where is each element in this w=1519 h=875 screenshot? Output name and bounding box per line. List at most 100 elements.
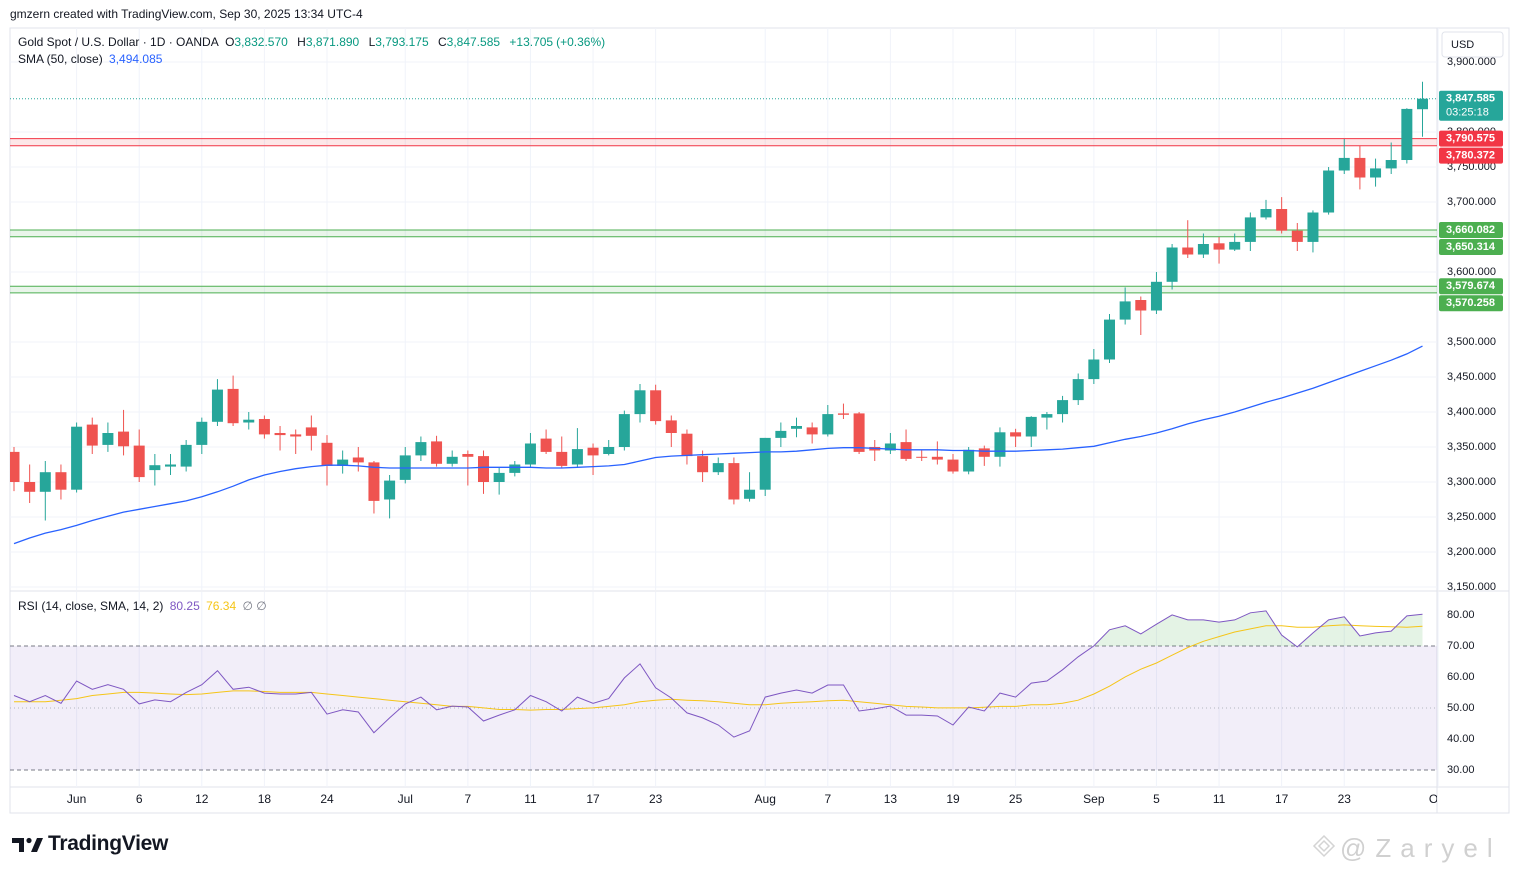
candle-body — [665, 420, 677, 433]
y-tick-label: 3,750.000 — [1447, 161, 1496, 173]
candle-body — [837, 413, 849, 415]
candle-body — [384, 480, 396, 500]
x-tick-label: 19 — [946, 792, 960, 806]
price-tag-label: 3,847.585 — [1446, 93, 1495, 105]
watermark-icon — [1312, 834, 1336, 858]
candle-body — [337, 459, 349, 466]
ohlc-value: 3,871.890 — [305, 35, 360, 49]
candle-body — [39, 472, 51, 492]
candle-body — [540, 438, 552, 452]
candle-body — [368, 462, 380, 501]
candle-body — [728, 463, 740, 500]
price-tag — [1439, 295, 1503, 312]
price-tag-label: 3,780.372 — [1446, 150, 1495, 162]
x-tick-label: Jun — [67, 792, 86, 806]
candle-body — [165, 464, 176, 467]
candle-body — [211, 389, 223, 422]
candle-body — [571, 449, 583, 465]
x-tick-label: 13 — [884, 792, 898, 806]
rsi-name[interactable]: RSI (14, close, SMA, 14, 2) — [18, 599, 164, 613]
candle-body — [853, 413, 865, 452]
candle-body — [180, 444, 192, 467]
rsi-na: ∅ ∅ — [242, 599, 267, 613]
zone-fill — [10, 286, 1437, 293]
candle-body — [478, 456, 489, 482]
price-tag — [1439, 147, 1503, 164]
x-tick-label: 6 — [136, 792, 143, 806]
candle-body — [947, 459, 959, 472]
candle-body — [1229, 241, 1241, 250]
price-tag-label: 3,650.314 — [1446, 241, 1496, 253]
candle-body — [1135, 300, 1147, 311]
candle-body — [352, 457, 364, 463]
price-tag-label: 3,790.575 — [1446, 133, 1495, 145]
sma-legend: SMA (50, close) 3,494.085 — [18, 52, 165, 66]
rsi-value: 80.25 — [169, 599, 200, 613]
candle-body — [1276, 209, 1288, 231]
candle-body — [759, 437, 771, 490]
currency-box[interactable] — [1441, 31, 1504, 58]
candle-body — [1166, 247, 1178, 282]
x-tick-label: 23 — [1338, 792, 1352, 806]
candle-body — [149, 465, 161, 471]
candle-body — [1385, 160, 1397, 169]
symbol[interactable]: Gold Spot / U.S. Dollar · 1D · OANDA — [18, 35, 219, 49]
candle-body — [524, 443, 536, 465]
x-tick-label: 25 — [1009, 792, 1023, 806]
price-tag — [1439, 130, 1503, 147]
candle-body — [1150, 281, 1162, 311]
candle-body — [227, 388, 239, 424]
ohlc-value: 3,847.585 — [446, 35, 501, 49]
rsi-line — [13, 610, 1423, 738]
candle-body — [900, 442, 912, 459]
candle-body — [1182, 247, 1194, 255]
x-tick-label: 17 — [1275, 792, 1289, 806]
zone-fill — [10, 138, 1437, 146]
price-tag — [1439, 238, 1503, 255]
y-tick-label: 3,400.000 — [1447, 406, 1496, 418]
candle-body — [556, 451, 568, 466]
zone-fill — [10, 229, 1437, 237]
candle-body — [102, 432, 114, 445]
sma-name[interactable]: SMA (50, close) — [18, 52, 103, 66]
candle-body — [822, 414, 834, 435]
candle-body — [1260, 209, 1272, 218]
x-tick-label: 23 — [649, 792, 663, 806]
candle-body — [1057, 400, 1069, 415]
candle-body — [1354, 157, 1366, 178]
x-tick-label: Oct — [1429, 792, 1448, 806]
candle-body — [1025, 416, 1037, 437]
rsi-band-fill — [10, 645, 1437, 770]
y-tick-label: 3,700.000 — [1447, 196, 1496, 208]
candle-body — [258, 418, 270, 435]
x-tick-label: 18 — [258, 792, 272, 806]
candle-body — [1291, 230, 1303, 242]
candle-body — [587, 447, 599, 456]
watermark: @Zaryel — [1340, 833, 1502, 863]
price-tag-label: 3,660.082 — [1446, 224, 1495, 236]
candle-body — [1401, 108, 1413, 161]
candle-body — [1197, 244, 1209, 255]
candle-body — [1323, 170, 1335, 213]
candle-body — [916, 456, 928, 458]
ohlc-value: 3,793.175 — [375, 35, 429, 49]
price-tag — [1439, 221, 1503, 238]
rsi-ma-value: 76.34 — [206, 599, 237, 613]
candle-body — [133, 445, 145, 478]
ohlc-item: L3,793.175 — [369, 35, 432, 49]
candle-body — [791, 425, 802, 429]
y-tick-label: 3,150.000 — [1447, 581, 1496, 593]
candle-body — [1244, 217, 1256, 242]
candle-body — [243, 419, 255, 423]
candle-body — [86, 424, 98, 446]
ohlc-item: C3,847.585 — [438, 35, 503, 49]
candle-body — [24, 481, 36, 492]
price-tag — [1439, 90, 1503, 121]
rsi-tick-label: 60.00 — [1447, 671, 1475, 683]
candle-body — [1213, 243, 1225, 250]
price-tag-label: 3,579.674 — [1446, 280, 1496, 292]
rsi-tick-label: 70.00 — [1447, 640, 1475, 652]
candle-body — [994, 432, 1006, 457]
tradingview-icon — [12, 837, 43, 852]
